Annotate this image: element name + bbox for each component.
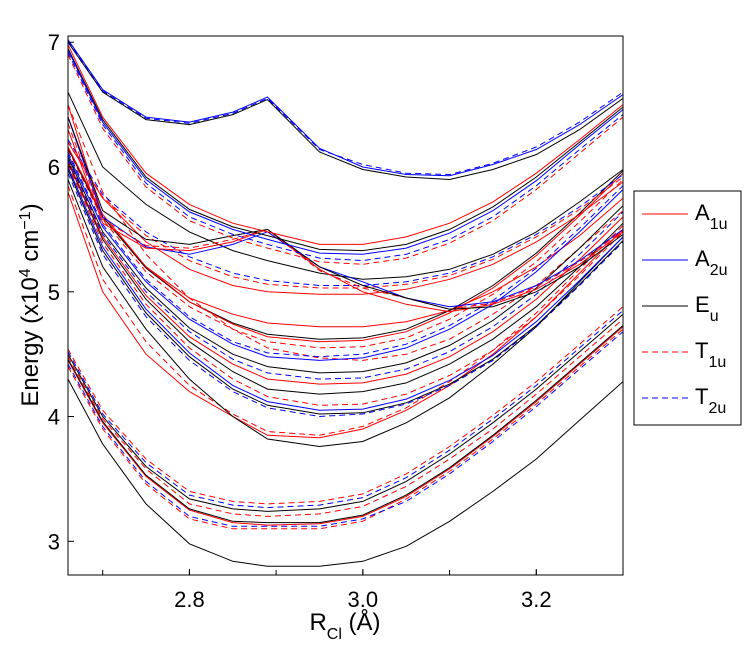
series-line-a2u-16: [68, 166, 623, 411]
x-axis-title: RCl (Å): [309, 608, 380, 643]
legend: A1u A2u Eu T1u T2u: [633, 190, 742, 426]
y-tick-label: 5: [48, 280, 60, 305]
series-line-eu-15: [68, 169, 623, 415]
series-line-eu-36: [68, 48, 623, 252]
series-line-eu-0: [68, 378, 623, 567]
legend-label-a1u: A1u: [695, 200, 727, 233]
x-tick-label: 2.8: [174, 587, 205, 612]
series-line-t1u-33: [68, 123, 623, 310]
series-line-eu-25: [68, 148, 623, 340]
y-tick-label: 4: [48, 405, 60, 430]
series-line-t1u-17: [68, 164, 623, 406]
legend-box: [633, 190, 742, 426]
y-tick-label: 7: [48, 30, 60, 55]
series-line-t2u-42: [68, 40, 623, 176]
series-line-t1u-39: [68, 54, 623, 265]
y-tick-label: 6: [48, 155, 60, 180]
legend-label-a2u: A2u: [695, 246, 727, 279]
series-line-eu-4: [68, 325, 623, 524]
series-line-eu-34: [68, 116, 623, 310]
series-line-t2u-14: [68, 173, 623, 418]
series-line-t1u-12: [68, 104, 623, 361]
series-line-t2u-7: [68, 310, 623, 509]
x-tick-label: 3.2: [521, 587, 552, 612]
x-tick-label: 3.0: [348, 587, 379, 612]
plot-area: [68, 36, 623, 575]
series-line-a1u-3: [68, 326, 623, 526]
legend-label-t1u: T1u: [695, 338, 726, 371]
series-line-t2u-29: [68, 139, 623, 286]
series-line-t2u-2: [68, 331, 623, 527]
series-line-t1u-24: [68, 149, 623, 349]
series-line-a1u-9: [68, 191, 623, 439]
axes-frame: [67, 35, 624, 576]
series-line-a1u-26: [68, 146, 623, 343]
series-line-a1u-35: [68, 44, 623, 245]
series-line-t1u-1: [68, 328, 623, 530]
series-line-a2u-41: [68, 39, 623, 177]
legend-label-t2u: T2u: [695, 384, 726, 417]
series-line-t1u-10: [68, 185, 623, 436]
series-line-a2u-22: [68, 154, 623, 361]
series-line-eu-18: [68, 161, 623, 395]
series-line-a1u-32: [68, 129, 623, 313]
series-line-eu-40: [68, 41, 623, 181]
series-line-eu-6: [68, 313, 623, 512]
series-line-a2u-37: [68, 49, 623, 255]
series-line-t2u-20: [68, 159, 623, 380]
series-line-t1u-8: [68, 306, 623, 505]
axes-layer: 2.8 3.0 3.2 3 4 5 6 7: [48, 30, 624, 612]
series-layer: [68, 39, 623, 567]
legend-label-eu: Eu: [695, 292, 719, 325]
series-line-eu-21: [68, 156, 623, 374]
y-tick-label: 3: [48, 529, 60, 554]
y-axis-title: Energy (x104 cm−1): [17, 203, 45, 406]
series-line-a1u-19: [68, 160, 623, 385]
series-line-t2u-38: [68, 51, 623, 262]
